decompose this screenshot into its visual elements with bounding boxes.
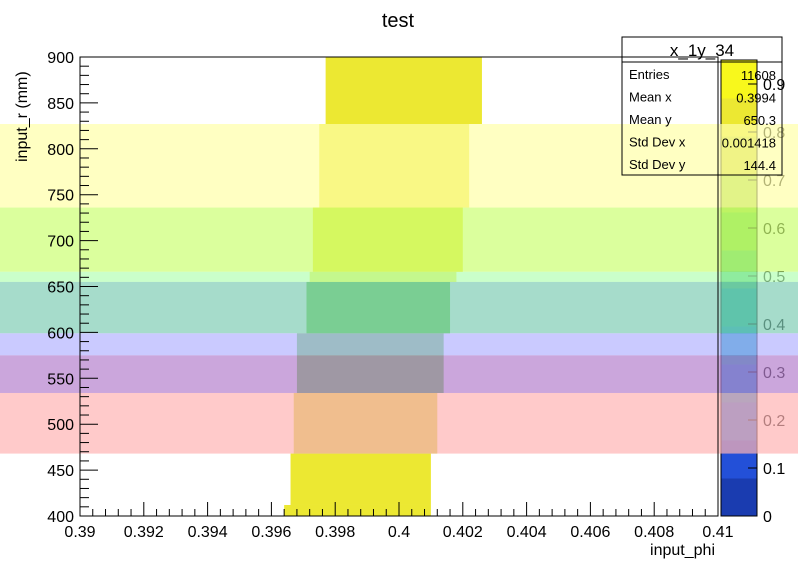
x-tick-label: 0.406 [570, 524, 610, 541]
chart-title: test [382, 10, 415, 32]
y-tick-label: 700 [47, 234, 74, 251]
color-scale-segment [721, 478, 757, 517]
heatmap-bin [284, 504, 431, 516]
x-tick-label: 0.392 [124, 524, 164, 541]
stats-value: 650.3 [743, 113, 776, 128]
heatmap-bin [325, 57, 482, 125]
highlight-band [0, 392, 798, 454]
y-tick-label: 650 [47, 280, 74, 297]
x-tick-label: 0.408 [634, 524, 674, 541]
x-tick-label: 0.402 [443, 524, 483, 541]
stats-label: Std Dev x [629, 135, 686, 150]
x-tick-label: 0.41 [702, 524, 733, 541]
highlight-band [0, 355, 798, 393]
stats-label: Entries [629, 67, 670, 82]
x-tick-label: 0.39 [64, 524, 95, 541]
stats-value: 144.4 [743, 158, 776, 173]
highlight-band [0, 281, 798, 334]
color-scale-segment [721, 60, 757, 99]
stats-label: Mean y [629, 112, 672, 127]
highlight-band [0, 271, 798, 282]
stats-label: Mean x [629, 90, 672, 105]
y-tick-label: 750 [47, 188, 74, 205]
highlight-band [0, 124, 798, 208]
x-axis-label: input_phi [650, 542, 715, 559]
y-tick-label: 500 [47, 417, 74, 434]
y-axis-label: input_r (mm) [14, 71, 31, 162]
stats-name: x_1y_34 [670, 41, 734, 60]
highlight-band [0, 207, 798, 272]
stats-label: Std Dev y [629, 157, 686, 172]
y-tick-label: 600 [47, 325, 74, 342]
highlight-band [0, 333, 798, 356]
x-tick-label: 0.394 [188, 524, 228, 541]
x-tick-label: 0.396 [251, 524, 291, 541]
y-tick-label: 550 [47, 371, 74, 388]
color-scale-tick-label: 0.9 [763, 77, 785, 94]
x-tick-label: 0.4 [388, 524, 410, 541]
y-tick-label: 800 [47, 142, 74, 159]
stats-value: 0.3994 [736, 91, 776, 106]
x-tick-label: 0.398 [315, 524, 355, 541]
highlight-bands [0, 124, 798, 454]
y-tick-label: 900 [47, 50, 74, 67]
heatmap-bin [290, 453, 431, 505]
y-tick-label: 850 [47, 96, 74, 113]
stats-value: 0.001418 [722, 136, 776, 151]
color-scale-tick-label: 0 [763, 509, 772, 526]
x-tick-label: 0.404 [507, 524, 547, 541]
stats-value: 11608 [741, 68, 776, 83]
y-tick-label: 450 [47, 463, 74, 480]
y-tick-label: 400 [47, 509, 74, 526]
stats-box: x_1y_34 Entries 11608 Mean x 0.3994 Mean y 65… [621, 36, 783, 176]
color-scale-tick-label: 0.1 [763, 461, 785, 478]
axes: 0.39 0.392 0.394 0.396 0.398 0.4 0.402 0.404 0.4… [47, 50, 733, 541]
